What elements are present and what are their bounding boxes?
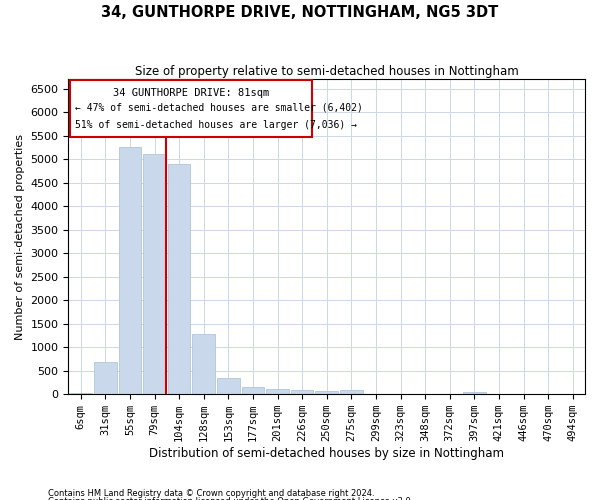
Title: Size of property relative to semi-detached houses in Nottingham: Size of property relative to semi-detach… [135,65,518,78]
Text: 34 GUNTHORPE DRIVE: 81sqm: 34 GUNTHORPE DRIVE: 81sqm [113,88,269,98]
Bar [119,148,141,394]
Bar [70,80,312,138]
Bar [143,154,166,394]
Bar [463,392,485,394]
Text: Contains HM Land Registry data © Crown copyright and database right 2024.: Contains HM Land Registry data © Crown c… [48,488,374,498]
Text: ← 47% of semi-detached houses are smaller (6,402): ← 47% of semi-detached houses are smalle… [74,102,362,112]
Text: Contains public sector information licensed under the Open Government Licence v3: Contains public sector information licen… [48,497,413,500]
Bar [168,164,190,394]
Text: 51% of semi-detached houses are larger (7,036) →: 51% of semi-detached houses are larger (… [74,120,356,130]
Bar [70,393,92,394]
X-axis label: Distribution of semi-detached houses by size in Nottingham: Distribution of semi-detached houses by … [149,447,504,460]
Bar [242,387,264,394]
Y-axis label: Number of semi-detached properties: Number of semi-detached properties [15,134,25,340]
Bar [316,391,338,394]
Bar [217,378,239,394]
Bar [94,362,116,394]
Text: 34, GUNTHORPE DRIVE, NOTTINGHAM, NG5 3DT: 34, GUNTHORPE DRIVE, NOTTINGHAM, NG5 3DT [101,5,499,20]
Bar [193,334,215,394]
Bar [266,390,289,394]
Bar [291,390,313,394]
Bar [340,390,362,394]
